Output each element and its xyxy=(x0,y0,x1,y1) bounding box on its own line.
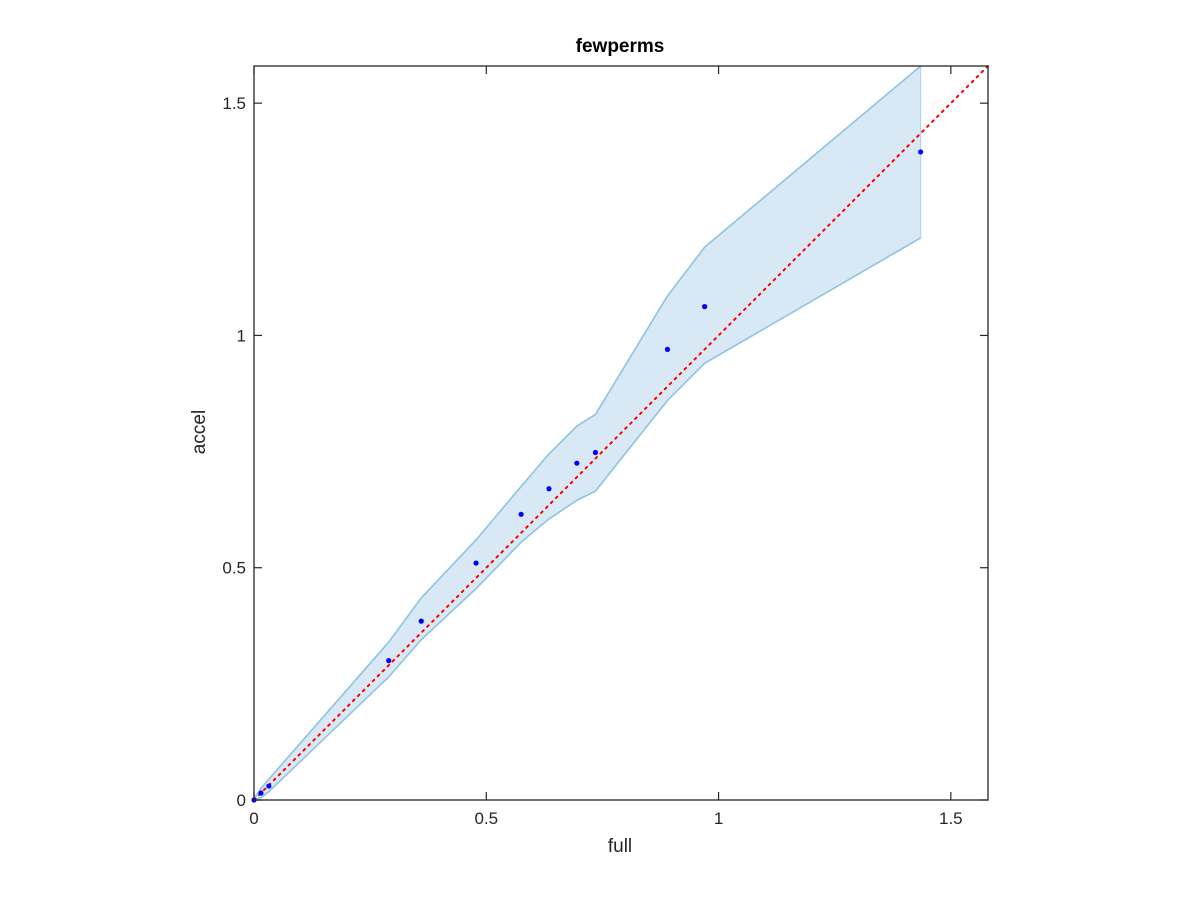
data-point xyxy=(546,486,552,492)
data-point xyxy=(418,618,424,624)
data-point xyxy=(518,511,524,517)
axes-layer xyxy=(253,65,989,801)
band-lower-edge xyxy=(253,237,922,801)
y-tick-label: 0.5 xyxy=(222,559,246,578)
plot-box xyxy=(253,65,989,801)
identity-reference-line xyxy=(253,65,989,801)
x-tick-label: 0.5 xyxy=(474,809,498,828)
data-point xyxy=(258,790,264,796)
x-tick-label: 1 xyxy=(714,809,723,828)
x-axis-label: full xyxy=(608,836,632,857)
data-point xyxy=(918,149,924,155)
confidence-band-layer xyxy=(253,65,922,801)
data-point xyxy=(574,460,580,466)
chart-title: fewperms xyxy=(576,36,665,57)
data-point xyxy=(386,658,392,664)
data-point xyxy=(592,449,599,456)
data-point xyxy=(664,346,671,352)
x-tick-label: 0 xyxy=(249,809,258,828)
data-point xyxy=(702,304,708,310)
data-points-layer xyxy=(251,149,924,803)
ticks-layer: 0 0.5 1 1.5 0 0.5 1 1.5 xyxy=(222,66,988,828)
y-tick-label: 1 xyxy=(237,326,246,345)
reference-line-layer xyxy=(253,65,989,801)
y-axis-label: accel xyxy=(189,410,210,454)
band-upper-edge xyxy=(253,65,922,800)
data-point xyxy=(473,560,479,566)
data-point xyxy=(266,783,272,789)
confidence-band-fill xyxy=(254,66,921,800)
y-tick-label: 0 xyxy=(237,791,246,810)
y-tick-label: 1.5 xyxy=(222,94,246,113)
x-tick-label: 1.5 xyxy=(939,809,963,828)
